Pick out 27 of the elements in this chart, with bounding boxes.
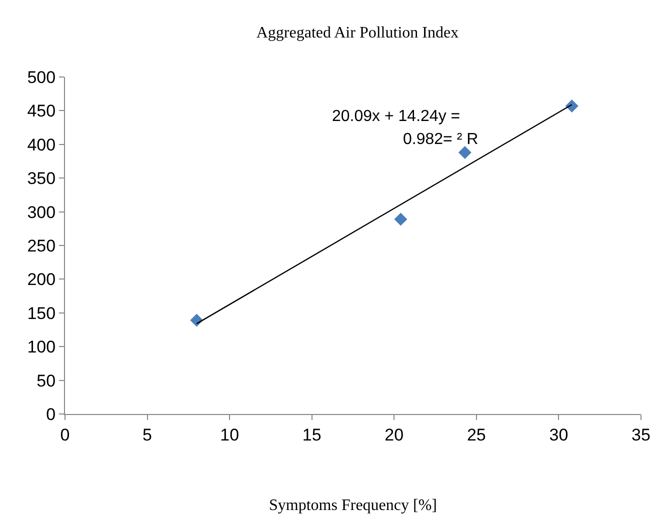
x-tick-label: 0: [60, 425, 70, 444]
x-tick-label: 35: [632, 425, 650, 444]
y-tick-label: 300: [27, 202, 56, 222]
y-tick-label: 100: [27, 338, 56, 357]
x-tick-label: 10: [220, 425, 240, 444]
y-tick-label: 400: [27, 135, 56, 154]
y-tick-label: 200: [27, 270, 56, 290]
annotation: 20.09x + 14.24y =: [332, 108, 460, 125]
point: [190, 314, 204, 327]
x-tick-label: 5: [142, 425, 152, 444]
point: [458, 146, 472, 159]
x-tick-label: 20: [384, 425, 404, 444]
y-tick-label: 500: [27, 68, 56, 87]
point: [565, 99, 578, 112]
y-tick-label: 350: [27, 169, 56, 188]
point: [394, 212, 408, 226]
y-tick-label: 250: [27, 236, 56, 256]
y-tick-label: 450: [27, 102, 56, 121]
chart-title: Aggregated Air Pollution Index: [256, 24, 459, 42]
y-tick-label: 0: [46, 404, 56, 424]
x-tick-label: 15: [302, 425, 322, 444]
y-tick-label: 50: [36, 371, 56, 390]
x-tick-label: 25: [466, 425, 486, 444]
annotation: 0.982= ² R: [403, 131, 478, 148]
y-tick-label: 150: [27, 304, 56, 323]
x-axis-title: Symptoms Frequency [%]: [269, 497, 437, 514]
x-tick-label: 30: [549, 425, 568, 444]
